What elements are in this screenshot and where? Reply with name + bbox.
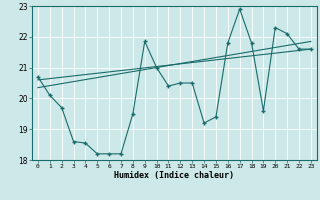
X-axis label: Humidex (Indice chaleur): Humidex (Indice chaleur) bbox=[115, 171, 234, 180]
